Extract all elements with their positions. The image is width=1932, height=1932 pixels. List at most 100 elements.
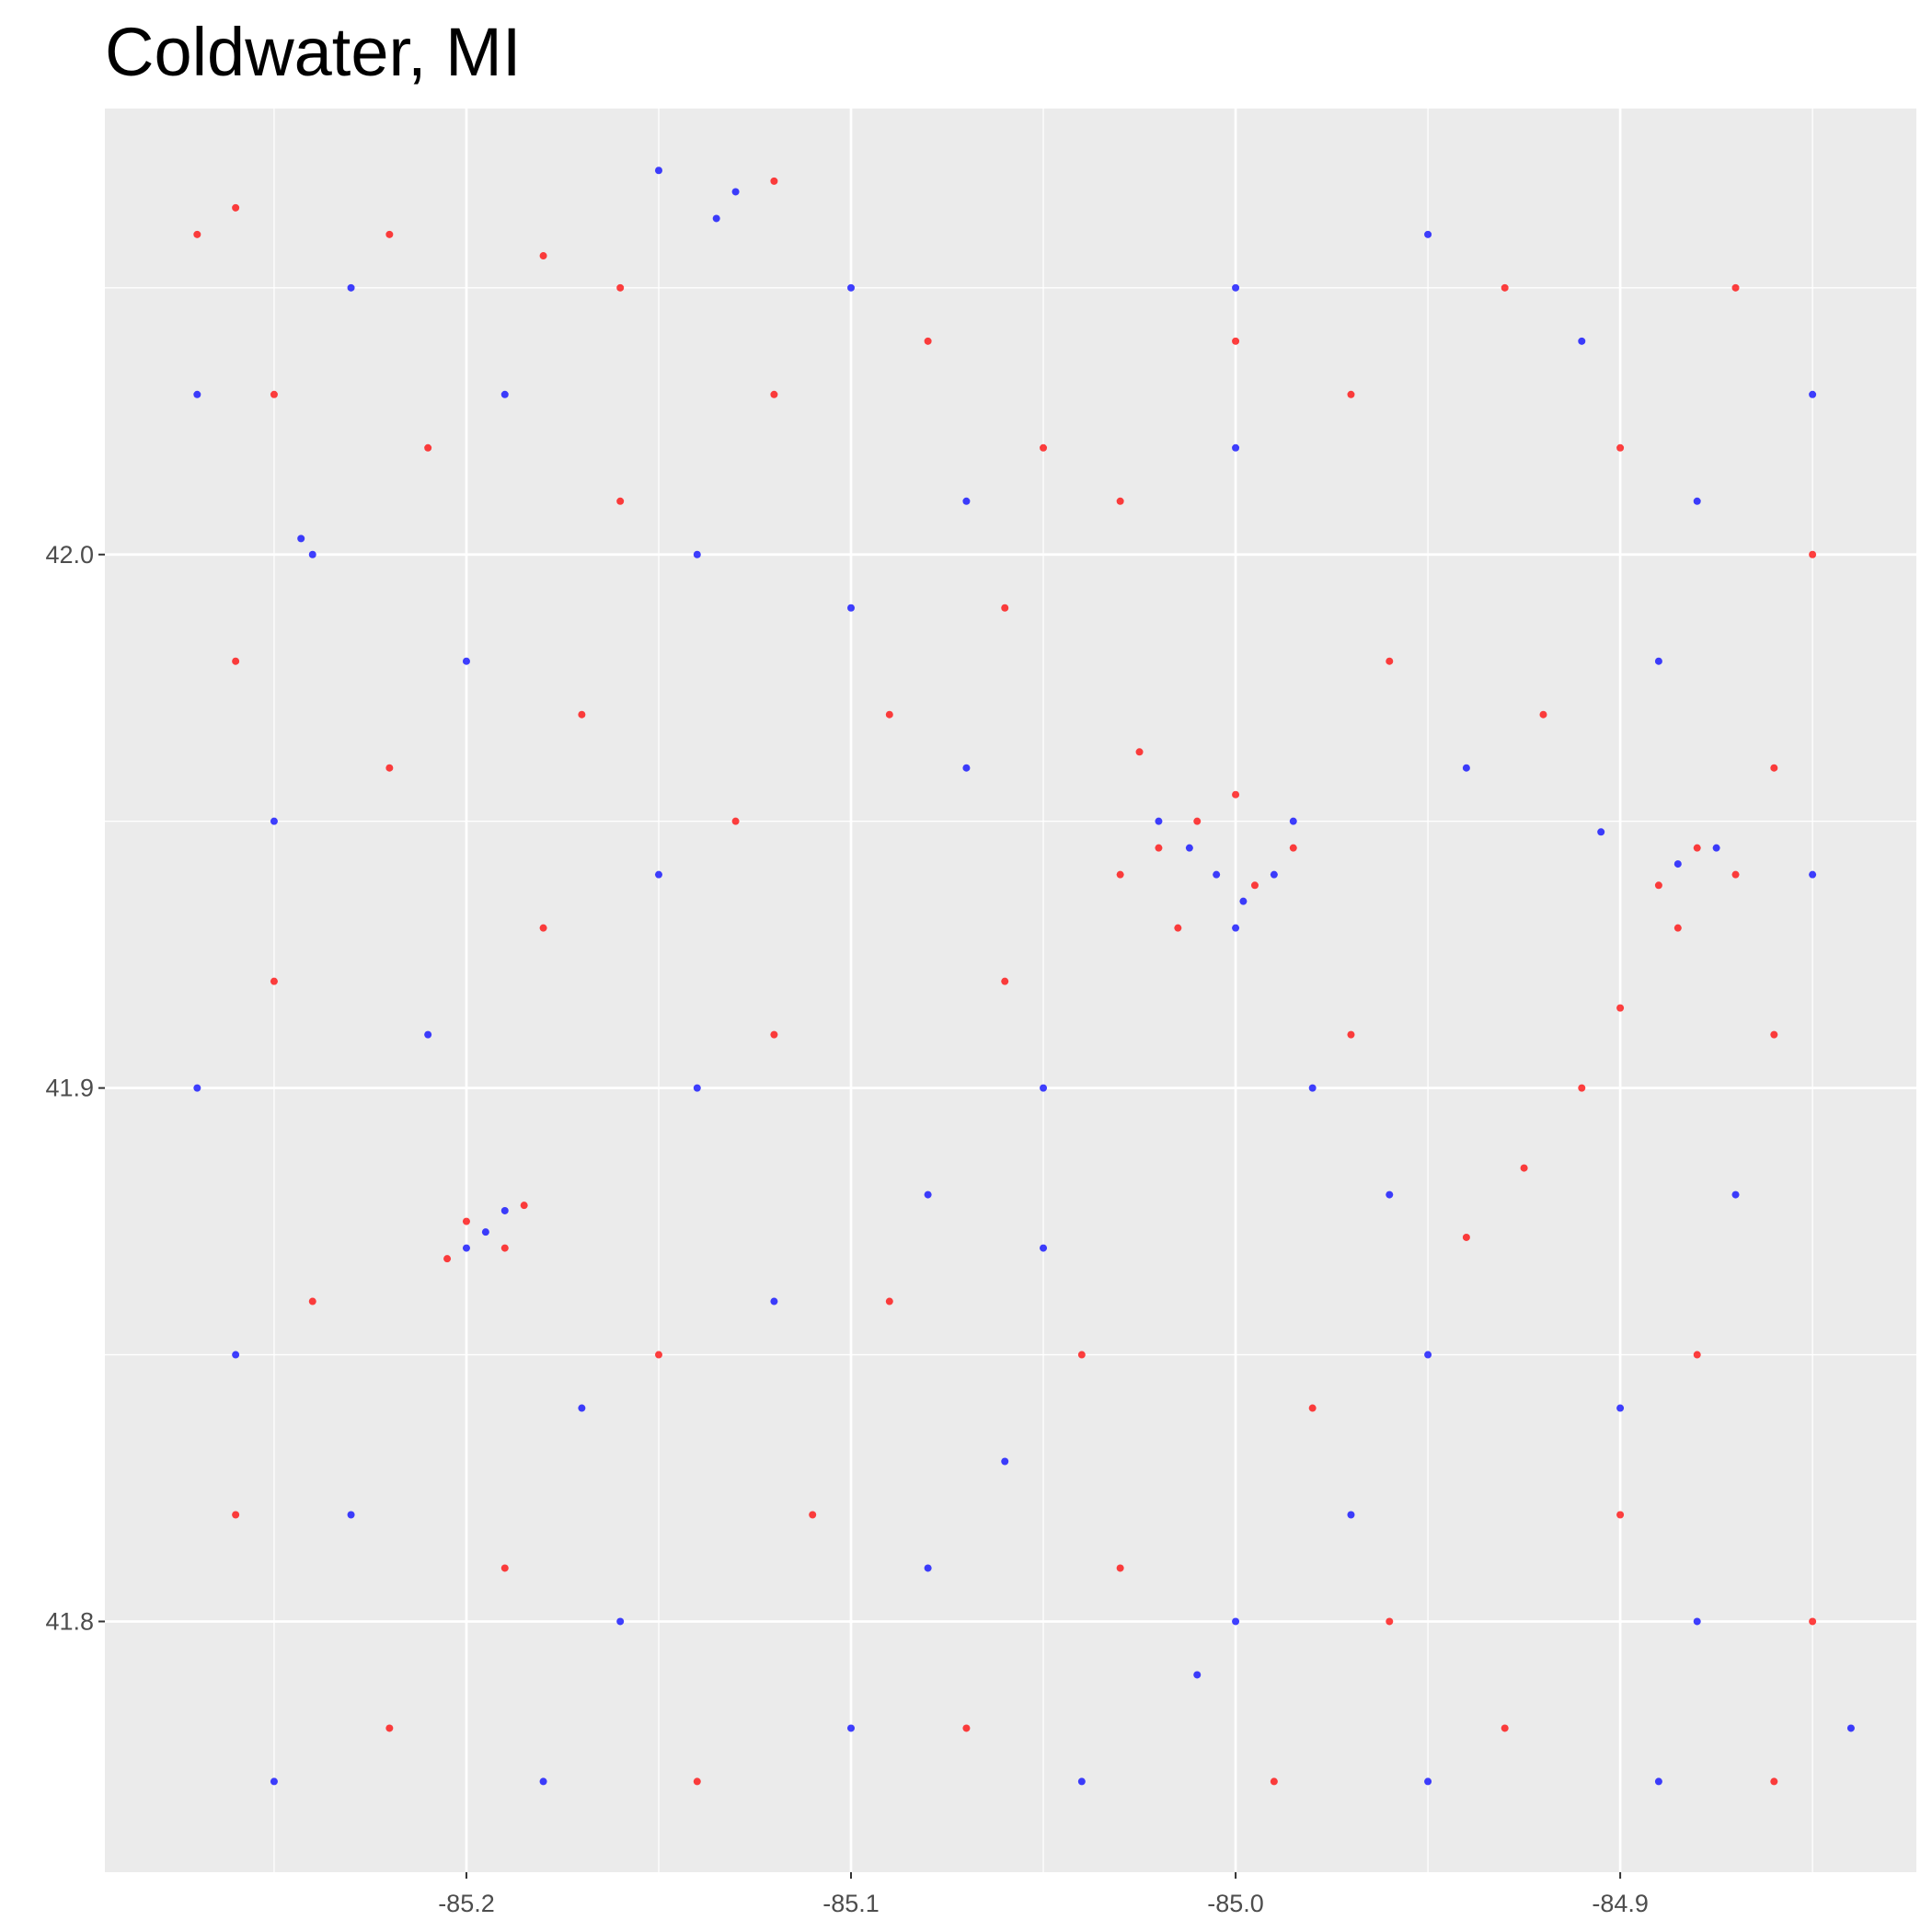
point	[232, 1511, 240, 1519]
x-tick-label: -84.9	[1592, 1890, 1649, 1917]
point	[232, 203, 240, 212]
point	[462, 657, 470, 665]
point	[1501, 283, 1509, 292]
point	[885, 1297, 893, 1305]
chart-title: Coldwater, MI	[105, 14, 521, 90]
point	[1462, 1233, 1470, 1241]
point	[193, 390, 201, 398]
point	[1693, 1617, 1701, 1626]
point	[1001, 1457, 1009, 1466]
point	[1501, 1724, 1509, 1732]
point	[1040, 1244, 1048, 1252]
point	[443, 1255, 452, 1263]
point	[1809, 390, 1817, 398]
point	[693, 550, 701, 558]
point	[385, 764, 394, 772]
point	[693, 1777, 701, 1786]
point	[1289, 844, 1297, 852]
point	[1270, 1777, 1278, 1786]
point	[1185, 844, 1193, 852]
point	[1077, 1351, 1086, 1359]
point	[731, 188, 740, 196]
point	[1040, 1084, 1048, 1092]
point	[1424, 1351, 1432, 1359]
point	[1232, 790, 1240, 799]
point	[1232, 924, 1240, 932]
point	[1250, 881, 1259, 890]
point	[1731, 283, 1740, 292]
point	[500, 1244, 509, 1252]
point	[1174, 924, 1182, 932]
point	[809, 1511, 817, 1519]
y-tick-label: 41.9	[45, 1075, 94, 1102]
point	[1693, 1351, 1701, 1359]
point	[270, 817, 278, 825]
point	[770, 1030, 778, 1039]
point	[462, 1244, 470, 1252]
point	[1539, 710, 1547, 719]
point	[616, 497, 625, 505]
point	[1770, 1777, 1778, 1786]
point	[654, 1351, 662, 1359]
point	[308, 550, 316, 558]
point	[1616, 443, 1625, 452]
point	[962, 497, 971, 505]
point	[1616, 1511, 1625, 1519]
point	[1386, 1617, 1394, 1626]
point	[270, 977, 278, 985]
point	[270, 390, 278, 398]
point	[424, 443, 432, 452]
point	[1347, 1511, 1355, 1519]
point	[1386, 657, 1394, 665]
point	[297, 535, 305, 543]
point	[1770, 764, 1778, 772]
point	[347, 1511, 355, 1519]
y-tick-label: 42.0	[45, 541, 94, 569]
point	[962, 1724, 971, 1732]
point	[1116, 870, 1124, 879]
point	[539, 924, 547, 932]
point	[1809, 550, 1817, 558]
point	[712, 214, 720, 223]
point	[1616, 1404, 1625, 1412]
point	[1193, 817, 1202, 825]
point	[1232, 337, 1240, 345]
point	[924, 1190, 932, 1199]
point	[500, 1206, 509, 1214]
point	[1308, 1404, 1317, 1412]
point	[578, 710, 586, 719]
point	[847, 283, 856, 292]
point	[1693, 844, 1701, 852]
point	[770, 390, 778, 398]
point	[347, 283, 355, 292]
point	[1424, 1777, 1432, 1786]
point	[1654, 1777, 1662, 1786]
point	[1424, 230, 1432, 238]
point	[270, 1777, 278, 1786]
point	[1270, 870, 1278, 879]
point	[462, 1217, 470, 1225]
x-tick-label: -85.2	[438, 1890, 495, 1917]
point	[1462, 764, 1470, 772]
point	[1232, 283, 1240, 292]
point	[1616, 1004, 1625, 1012]
point	[1155, 844, 1163, 852]
point	[1239, 897, 1248, 905]
point	[308, 1297, 316, 1305]
point	[616, 1617, 625, 1626]
point	[1347, 1030, 1355, 1039]
point	[1308, 1084, 1317, 1092]
point	[847, 604, 856, 612]
point	[232, 1351, 240, 1359]
point	[1731, 1190, 1740, 1199]
point	[1040, 443, 1048, 452]
point	[654, 167, 662, 175]
point	[1001, 977, 1009, 985]
y-tick-label: 41.8	[45, 1607, 94, 1635]
point	[1232, 1617, 1240, 1626]
point	[1673, 924, 1682, 932]
point	[1520, 1164, 1528, 1172]
point	[539, 1777, 547, 1786]
point	[1654, 657, 1662, 665]
